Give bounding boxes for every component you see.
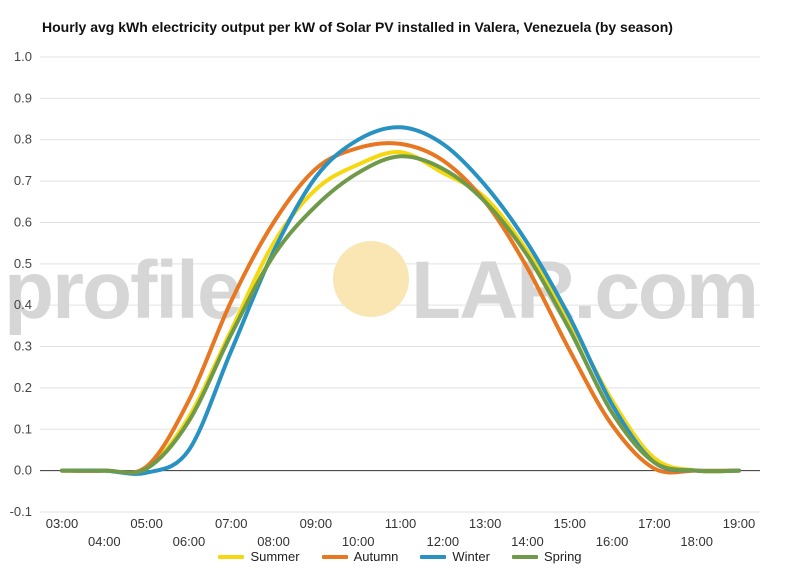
- gridlines: [40, 56, 760, 513]
- x-tick-label: 16:00: [596, 534, 629, 549]
- y-tick-label: 0.0: [14, 463, 32, 478]
- legend-swatch: [218, 554, 245, 559]
- legend-label: Summer: [250, 549, 300, 564]
- y-tick-label: 0.2: [14, 380, 32, 395]
- x-tick-label: 06:00: [173, 534, 206, 549]
- legend-item-summer[interactable]: Summer: [218, 549, 300, 564]
- watermark-text-left: profile: [4, 245, 241, 336]
- x-tick-label: 12:00: [427, 534, 460, 549]
- legend-label: Autumn: [353, 549, 399, 564]
- y-tick-label: 0.8: [14, 132, 32, 147]
- chart-title: Hourly avg kWh electricity output per kW…: [42, 19, 673, 35]
- x-tick-label: 13:00: [469, 516, 502, 531]
- y-tick-label: 0.5: [14, 256, 32, 271]
- x-tick-label: 10:00: [342, 534, 375, 549]
- watermark-sun-icon: [333, 241, 409, 317]
- y-tick-label: 1.0: [14, 49, 32, 64]
- watermark-text-right: LAR.com: [411, 245, 757, 336]
- x-tick-label: 18:00: [680, 534, 713, 549]
- x-tick-label: 17:00: [638, 516, 671, 531]
- legend-item-winter[interactable]: Winter: [420, 549, 490, 564]
- y-tick-label: 0.9: [14, 90, 32, 105]
- y-tick-label: 0.6: [14, 214, 32, 229]
- x-tick-label: 07:00: [215, 516, 248, 531]
- y-tick-label: 0.3: [14, 339, 32, 354]
- series-line-spring: [60, 154, 741, 475]
- series-line-winter: [60, 125, 741, 476]
- y-tick-label: -0.1: [10, 504, 32, 519]
- y-tick-label: 0.7: [14, 173, 32, 188]
- legend-item-spring[interactable]: Spring: [511, 549, 582, 564]
- x-tick-label: 09:00: [300, 516, 333, 531]
- x-tick-label: 08:00: [257, 534, 290, 549]
- legend: Summer Autumn Winter Spring: [0, 549, 800, 564]
- x-tick-label: 19:00: [723, 516, 756, 531]
- watermark: profile LAR.com: [4, 241, 759, 336]
- x-tick-label: 03:00: [46, 516, 79, 531]
- y-axis: 1.0 0.9 0.8 0.7 0.6 0.5 0.4 0.3 0.2 0.1 0.0 -0.1: [10, 49, 32, 519]
- legend-swatch: [420, 554, 447, 559]
- legend-label: Spring: [543, 549, 582, 564]
- series-line-summer: [60, 150, 741, 476]
- x-tick-label: 11:00: [385, 516, 417, 531]
- series-line-autumn: [60, 141, 741, 475]
- y-tick-label: 0.4: [14, 297, 32, 312]
- legend-label: Winter: [452, 549, 490, 564]
- x-tick-label: 15:00: [553, 516, 586, 531]
- legend-swatch: [511, 554, 538, 559]
- x-tick-label: 04:00: [88, 534, 121, 549]
- legend-swatch: [321, 554, 348, 559]
- y-tick-label: 0.1: [14, 421, 32, 436]
- x-tick-label: 14:00: [511, 534, 544, 549]
- legend-item-autumn[interactable]: Autumn: [321, 549, 399, 564]
- x-axis: 03:00 04:00 05:00 06:00 07:00 08:00 09:00 10:00…: [46, 516, 756, 549]
- series-lines: [60, 125, 741, 476]
- x-tick-label: 05:00: [130, 516, 163, 531]
